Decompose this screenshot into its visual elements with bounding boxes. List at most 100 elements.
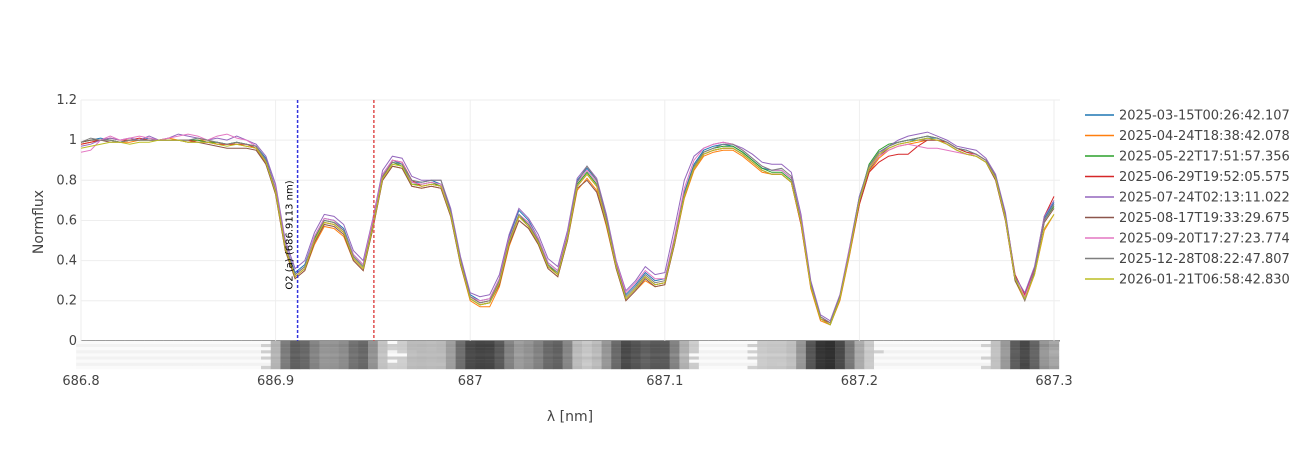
heat-cell	[659, 353, 670, 357]
heat-cell	[543, 347, 554, 351]
heat-cell	[183, 365, 194, 370]
y-tick-label: 0.8	[56, 173, 77, 188]
heat-cell	[698, 365, 709, 370]
heat-cell	[309, 340, 320, 345]
heat-cell	[251, 353, 262, 357]
heat-cell	[679, 353, 690, 357]
heat-cell	[601, 362, 612, 367]
heat-cell	[270, 362, 281, 367]
heat-cell	[513, 350, 525, 354]
heat-cell	[942, 356, 953, 360]
heat-cell	[85, 344, 96, 348]
heat-cell	[1019, 356, 1030, 360]
heat-cell	[241, 353, 252, 357]
heat-cell	[1039, 356, 1050, 360]
heat-cell	[251, 340, 262, 345]
heat-cell	[183, 344, 194, 348]
y-tick-label: 0.2	[56, 294, 77, 309]
heat-cell	[368, 350, 379, 354]
heat-cell	[932, 365, 943, 370]
heat-cell	[912, 340, 923, 345]
heat-cell	[572, 353, 583, 357]
heat-cell	[835, 344, 846, 348]
heat-cell	[835, 347, 846, 351]
heat-cell	[961, 353, 972, 357]
heat-cell	[552, 356, 563, 360]
heat-cell	[669, 347, 680, 351]
heat-cell	[222, 344, 233, 348]
heat-cell	[348, 347, 359, 351]
heat-cell	[533, 365, 544, 370]
heat-cell	[805, 365, 816, 370]
x-tick-label: 687	[458, 374, 483, 389]
heat-cell	[212, 365, 223, 370]
heat-cell	[270, 359, 281, 363]
heat-cell	[513, 359, 525, 363]
heat-cell	[708, 347, 719, 351]
heat-cell	[1010, 340, 1021, 345]
heat-cell	[1049, 356, 1060, 360]
heat-cell	[844, 340, 855, 345]
heat-cell	[1010, 362, 1021, 367]
heat-cell	[426, 350, 437, 354]
heat-cell	[397, 356, 408, 360]
heat-cell	[504, 356, 515, 360]
heat-cell	[796, 340, 807, 345]
heat-cell	[212, 353, 223, 357]
heat-cell	[873, 347, 885, 351]
heat-cell	[280, 356, 291, 360]
heat-cell	[1000, 350, 1011, 354]
heat-cell	[864, 365, 875, 370]
heat-cell	[766, 353, 777, 357]
heat-cell	[455, 347, 466, 351]
heat-cell	[465, 347, 476, 351]
heat-cell	[805, 356, 816, 360]
heat-cell	[105, 359, 116, 363]
heat-cell	[805, 347, 816, 351]
heat-cell	[912, 356, 923, 360]
heat-cell	[990, 365, 1001, 370]
heat-cell	[640, 356, 651, 360]
heat-cell	[640, 350, 651, 354]
heat-cell	[105, 347, 116, 351]
heat-cell	[358, 365, 369, 370]
heat-cell	[377, 359, 388, 363]
heat-cell	[689, 344, 700, 348]
heat-cell	[912, 347, 923, 351]
heat-cell	[601, 350, 612, 354]
heat-cell	[494, 359, 505, 363]
x-tick-label: 686.8	[62, 374, 99, 389]
heat-cell	[630, 347, 641, 351]
heat-cell	[708, 353, 719, 357]
heat-cell	[951, 353, 962, 357]
heat-cell	[124, 350, 135, 354]
heat-cell	[854, 359, 865, 363]
heat-cell	[299, 359, 310, 363]
heat-cell	[202, 353, 213, 357]
heat-cell	[76, 350, 87, 354]
heat-cell	[329, 353, 340, 357]
heat-cell	[650, 344, 661, 348]
heat-cell	[192, 347, 203, 351]
heat-cell	[406, 347, 417, 351]
heat-cell	[290, 359, 301, 363]
heat-cell	[270, 350, 281, 354]
heat-cell	[358, 356, 369, 360]
heat-cell	[115, 344, 126, 348]
heat-cell	[932, 356, 943, 360]
heat-cell	[1049, 347, 1060, 351]
heat-cell	[601, 356, 612, 360]
heat-cell	[922, 356, 933, 360]
heat-cell	[192, 353, 203, 357]
heat-cell	[105, 362, 116, 367]
heat-cell	[183, 356, 194, 360]
heat-cell	[270, 340, 281, 345]
heat-cell	[144, 362, 155, 367]
heat-cell	[543, 365, 554, 370]
heat-cell	[231, 350, 242, 354]
heat-cell	[951, 359, 962, 363]
heat-cell	[552, 365, 563, 370]
heat-cell	[990, 353, 1001, 357]
heat-cell	[990, 344, 1001, 348]
